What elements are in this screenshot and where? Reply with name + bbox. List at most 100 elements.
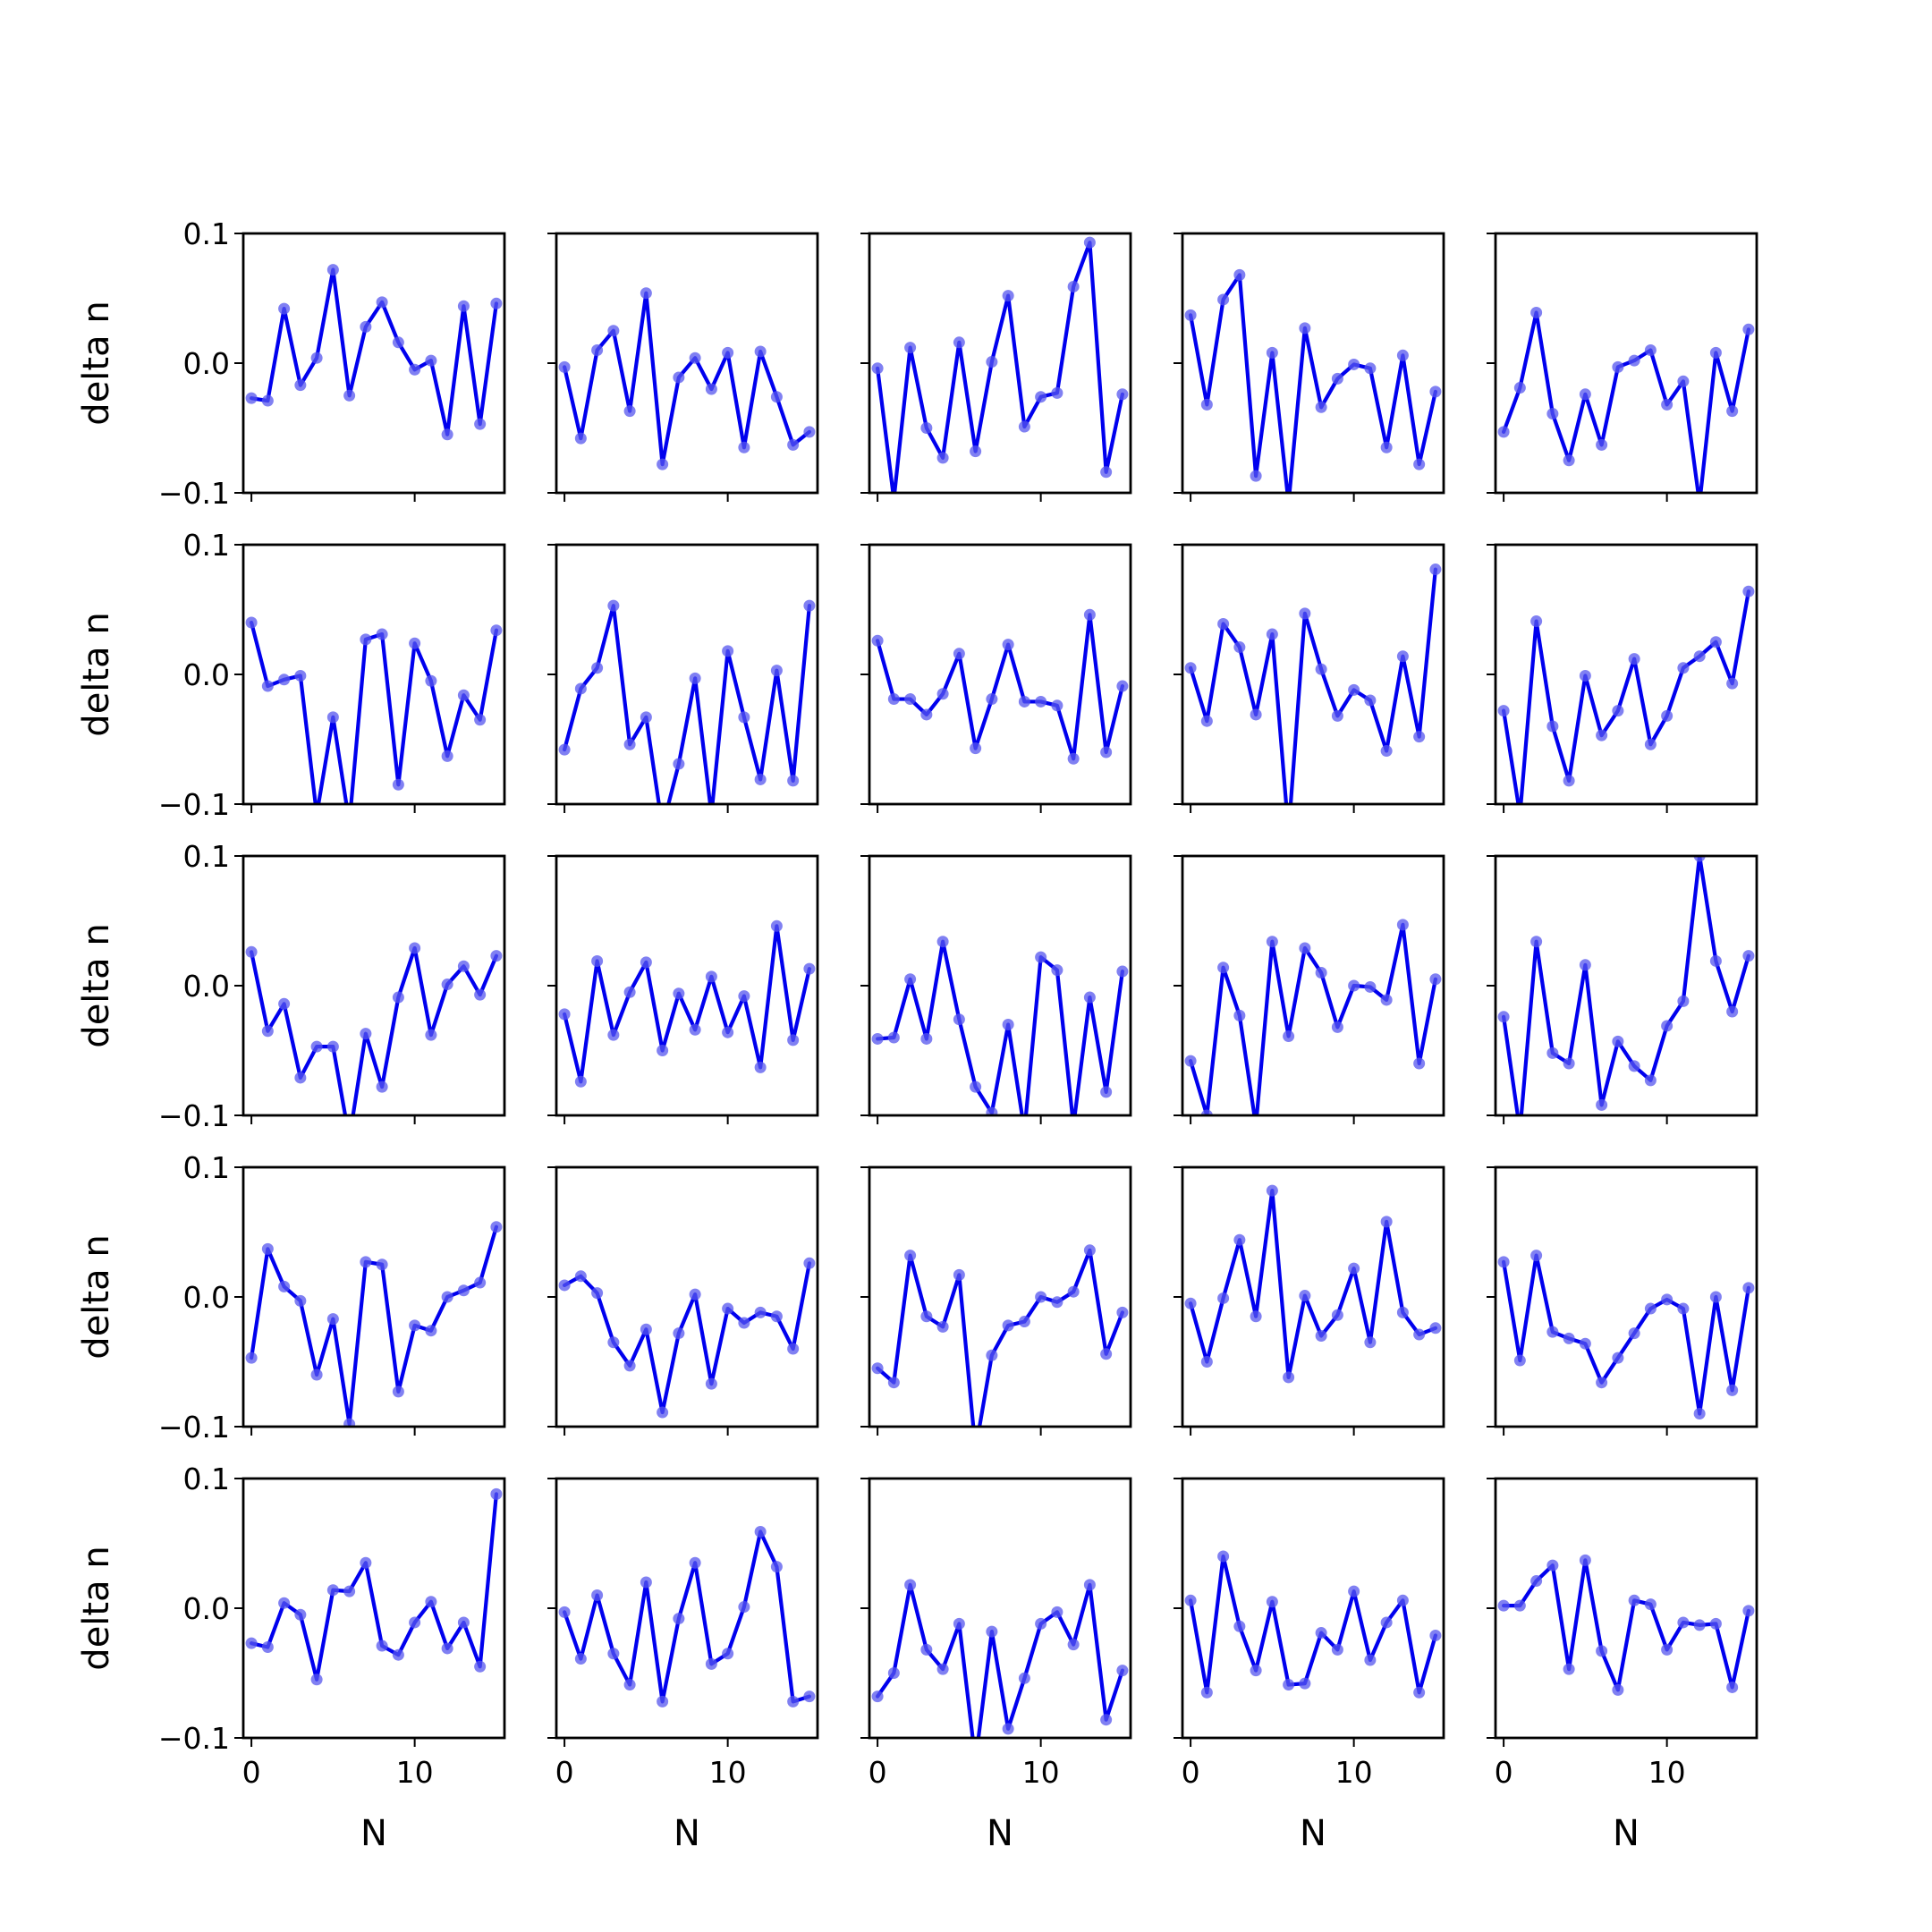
data-point [1348,1585,1360,1597]
data-point [245,616,258,629]
data-point [1661,709,1674,722]
data-point [245,392,258,404]
x-axis-label: N [1300,1813,1326,1854]
plot-area [1497,306,1755,493]
data-point [278,674,291,686]
data-point [1726,677,1739,690]
data-point [722,645,734,657]
data-point [1200,398,1213,411]
data-point [376,1080,388,1093]
data-point [1217,1550,1230,1563]
data-point [457,300,470,312]
data-point [1693,1408,1706,1419]
data-point [1083,608,1096,621]
data-point [1497,705,1510,717]
data-point [261,1641,274,1653]
data-point [1200,1686,1213,1699]
data-line [562,924,812,1084]
data-point [1726,1005,1739,1018]
data-point [1266,628,1278,640]
data-point [474,714,487,726]
subplot-r4-c3 [860,1165,1132,1436]
data-point [360,633,372,646]
data-point [1067,1639,1080,1651]
plot-area [1184,268,1442,493]
data-point [754,773,767,785]
data-point [360,1556,372,1569]
subplot-r1-c5 [1487,232,1758,502]
data-point [1546,1559,1559,1572]
plot-area [558,287,816,470]
y-tick-label: 0.1 [183,216,230,251]
data-point [1184,1594,1197,1606]
data-point [261,1242,274,1255]
data-point [1677,662,1690,674]
data-point [1083,236,1096,249]
data-point [278,1597,291,1609]
data-point [673,371,685,384]
data-point [640,711,652,724]
data-point [1413,1057,1426,1070]
data-point [310,352,323,364]
data-point [326,1040,339,1053]
data-point [1546,1046,1559,1059]
data-point [904,973,917,986]
data-point [490,1487,503,1500]
data-point [1612,705,1624,717]
data-point [490,624,503,637]
data-point [425,354,437,367]
data-point [1364,1654,1377,1666]
data-line [1188,567,1438,804]
data-point [1579,388,1591,401]
data-point [1693,856,1706,862]
data-point [1116,680,1129,692]
data-point [920,708,933,721]
data-point [1497,1256,1510,1268]
data-point [261,1025,274,1038]
data-point [887,693,900,706]
data-line [1501,589,1751,804]
data-point [245,945,258,958]
data-point [1628,1594,1640,1606]
data-point [1002,639,1014,651]
data-point [1579,669,1591,682]
data-point [657,1045,669,1056]
data-point [1364,980,1377,993]
data-point [1331,709,1343,722]
data-line [250,1224,499,1427]
data-point [326,1584,339,1597]
subplot-r2-c1: −0.1 0.0 0.1 delta n [76,528,506,822]
data-point [871,1362,884,1375]
data-point [474,1276,487,1289]
data-point [278,997,291,1010]
data-point [1644,1074,1657,1087]
data-point [904,1579,917,1591]
data-point [1677,995,1690,1007]
data-line [1188,1554,1438,1695]
plot-area [1497,585,1755,804]
plot-area [1497,856,1755,1115]
data-point [1677,1616,1690,1629]
data-point [787,1034,800,1046]
data-point [1612,1683,1624,1696]
data-point [1530,615,1543,628]
data-point [803,426,816,438]
data-point [986,1625,998,1638]
data-point [1051,1296,1063,1309]
data-point [1513,1599,1526,1612]
data-point [1348,1262,1360,1275]
subplot-r2-c5 [1487,543,1758,813]
y-tick-label: 0.1 [183,1462,230,1496]
data-point [754,1525,767,1538]
data-point [574,432,587,445]
data-point [1413,458,1426,470]
data-line [562,291,812,467]
data-point [1563,775,1575,787]
data-point [640,1576,652,1589]
x-tick-label: 0 [1182,1755,1200,1790]
data-point [1184,1297,1197,1309]
data-point [1563,1332,1575,1344]
x-tick-label: 0 [555,1755,574,1790]
data-point [871,1690,884,1703]
data-point [1283,1371,1295,1384]
